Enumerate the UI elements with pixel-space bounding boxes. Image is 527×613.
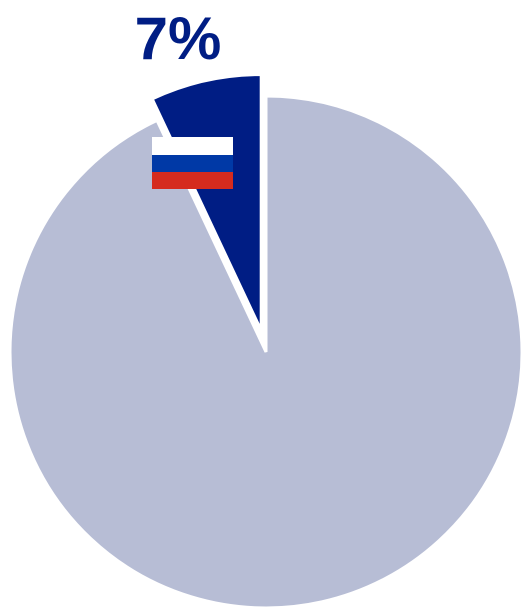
flag-stripe-red	[152, 172, 233, 189]
russia-flag-icon	[152, 137, 233, 189]
flag-stripe-blue	[152, 155, 233, 172]
flag-stripe-white	[152, 137, 233, 155]
pie-slices	[8, 73, 524, 610]
slice-label-russia: 7%	[135, 5, 222, 72]
pie-slice-1	[8, 94, 524, 610]
